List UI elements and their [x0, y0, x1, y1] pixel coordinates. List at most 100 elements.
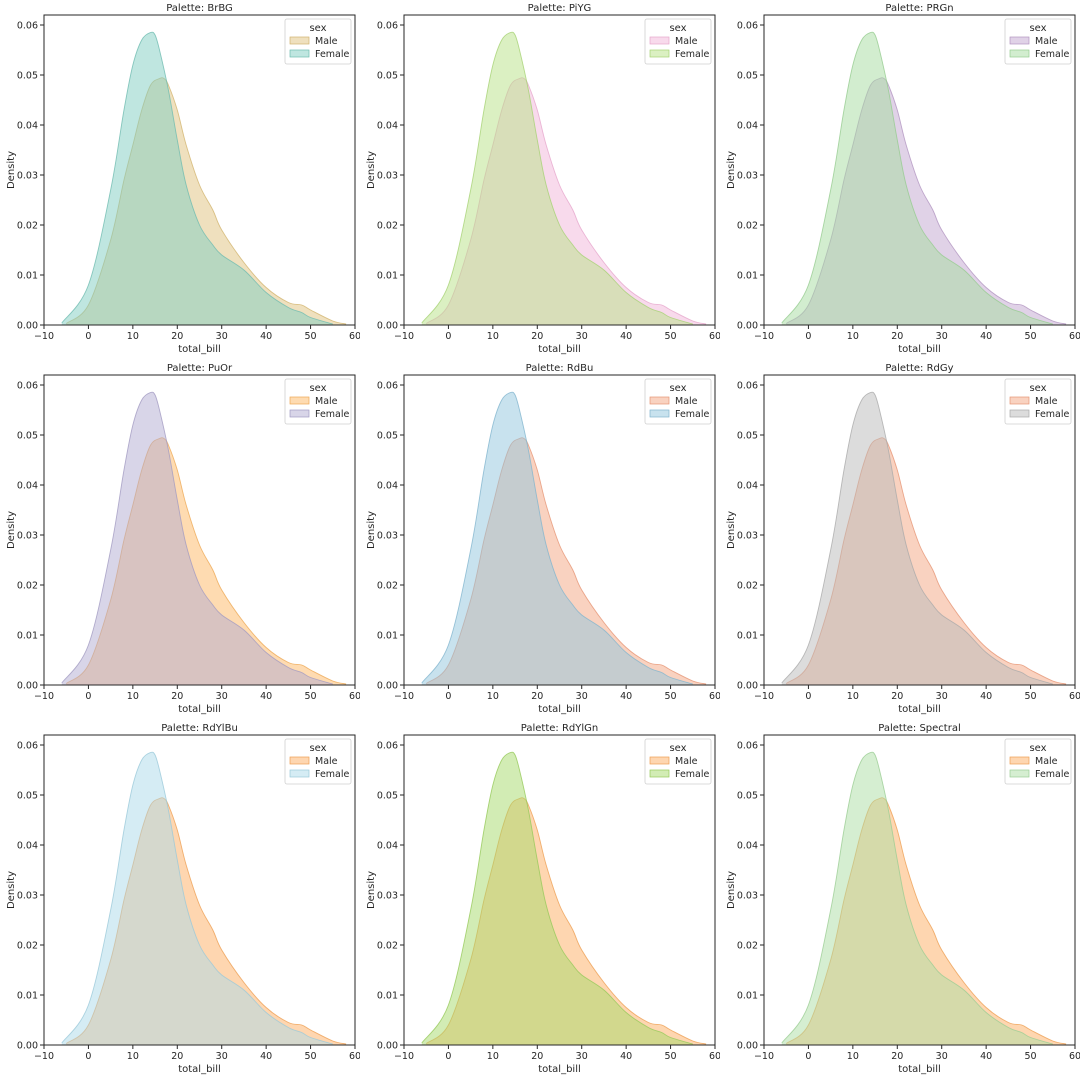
density-line-female [781, 751, 1053, 1045]
y-tick-label: 0.02 [737, 580, 758, 591]
y-tick-label: 0.00 [17, 1040, 38, 1051]
legend-title: sex [309, 23, 326, 34]
legend: sex Male Female [644, 738, 712, 785]
x-tick-label: 30 [216, 691, 228, 702]
x-tick-label: 40 [620, 331, 632, 342]
x-tick-label: 0 [445, 691, 451, 702]
y-tick-label: 0.04 [17, 840, 38, 851]
legend-title: sex [669, 743, 686, 754]
chart-title: Palette: RdYlGn [521, 723, 598, 734]
kde-chart: Palette: RdYlBu −10 0 10 20 30 40 50 60 0.00 0.01 0… [6, 723, 360, 1075]
x-axis-label: total_bill [898, 1064, 941, 1075]
legend: sex Male Female [644, 18, 712, 65]
y-tick-label: 0.02 [737, 940, 758, 951]
y-tick-label: 0.02 [17, 220, 38, 231]
y-tick-label: 0.01 [377, 630, 398, 641]
legend-swatch-female [289, 49, 310, 58]
density-area-female [61, 392, 333, 685]
density-area-female [61, 752, 333, 1045]
legend-swatch-female [289, 409, 310, 418]
y-tick-label: 0.04 [17, 120, 38, 131]
y-axis-label: Density [6, 151, 17, 189]
legend-label-female: Female [1035, 409, 1070, 420]
x-tick-label: 20 [891, 331, 903, 342]
chart-title: Palette: PuOr [167, 363, 233, 374]
y-tick-label: 0.05 [17, 790, 38, 801]
legend-label-male: Male [1035, 396, 1058, 407]
y-tick-label: 0.06 [17, 20, 38, 31]
y-tick-label: 0.00 [17, 320, 38, 331]
legend-title: sex [1029, 383, 1046, 394]
chart-title: Palette: RdGy [885, 363, 953, 374]
x-tick-label: −10 [754, 331, 774, 342]
density-line-female [781, 31, 1053, 325]
legend-label-male: Male [1035, 36, 1058, 47]
y-tick-label: 0.00 [377, 320, 398, 331]
x-axis-label: total_bill [538, 704, 581, 715]
density-areas [61, 391, 347, 685]
legend-swatch-male [649, 396, 670, 405]
y-tick-label: 0.05 [17, 430, 38, 441]
legend-swatch-male [289, 396, 310, 405]
legend-label-female: Female [315, 769, 350, 780]
kde-chart: Palette: PuOr −10 0 10 20 30 40 50 60 0.00 0.01 0.0… [6, 363, 360, 715]
y-tick-label: 0.05 [737, 790, 758, 801]
x-tick-label: 40 [620, 1051, 632, 1062]
x-tick-label: 40 [260, 331, 272, 342]
y-tick-label: 0.01 [17, 990, 38, 1001]
x-tick-label: 40 [260, 691, 272, 702]
legend: sex Male Female [284, 18, 352, 65]
axes-frame [403, 374, 716, 686]
x-tick-label: 40 [980, 691, 992, 702]
x-tick-label: 0 [445, 1051, 451, 1062]
x-tick-label: −10 [34, 691, 54, 702]
density-area-female [421, 32, 693, 325]
y-tick-label: 0.04 [377, 480, 398, 491]
y-tick-label: 0.01 [737, 990, 758, 1001]
x-tick-label: 0 [805, 1051, 811, 1062]
y-axis-label: Density [366, 511, 377, 549]
y-tick-label: 0.00 [377, 1040, 398, 1051]
y-tick-label: 0.01 [737, 630, 758, 641]
x-tick-label: 0 [805, 331, 811, 342]
x-tick-label: 50 [665, 1051, 677, 1062]
y-tick-label: 0.06 [17, 380, 38, 391]
density-line-female [61, 391, 333, 685]
legend: sex Male Female [284, 378, 352, 425]
density-area-female [421, 752, 693, 1045]
legend-title: sex [309, 743, 326, 754]
kde-chart: Palette: PiYG −10 0 10 20 30 40 50 60 0.00 0.01 0.0… [366, 3, 720, 355]
legend: sex Male Female [644, 378, 712, 425]
y-tick-label: 0.00 [17, 680, 38, 691]
x-tick-label: 10 [127, 1051, 139, 1062]
y-tick-label: 0.02 [17, 580, 38, 591]
y-tick-label: 0.03 [377, 890, 398, 901]
legend-label-male: Male [675, 36, 698, 47]
x-tick-label: 20 [531, 331, 543, 342]
legend: sex Male Female [1004, 18, 1072, 65]
x-tick-label: 40 [980, 1051, 992, 1062]
x-tick-label: 10 [487, 331, 499, 342]
legend-label-female: Female [315, 409, 350, 420]
y-tick-label: 0.04 [737, 480, 758, 491]
legend-swatch-female [1009, 49, 1030, 58]
y-tick-label: 0.03 [737, 170, 758, 181]
x-tick-label: −10 [754, 1051, 774, 1062]
legend-swatch-male [289, 36, 310, 45]
legend-swatch-female [1009, 409, 1030, 418]
x-tick-label: 30 [936, 691, 948, 702]
x-tick-label: 60 [349, 691, 360, 702]
x-tick-label: 20 [891, 691, 903, 702]
density-areas [61, 751, 347, 1045]
legend-swatch-female [649, 769, 670, 778]
x-axis-label: total_bill [178, 344, 221, 355]
legend-swatch-male [649, 756, 670, 765]
axes-frame [43, 14, 356, 326]
y-tick-label: 0.01 [377, 270, 398, 281]
y-tick-label: 0.04 [377, 120, 398, 131]
x-axis-label: total_bill [538, 1064, 581, 1075]
y-tick-label: 0.01 [377, 990, 398, 1001]
x-tick-label: 40 [620, 691, 632, 702]
y-tick-label: 0.00 [377, 680, 398, 691]
